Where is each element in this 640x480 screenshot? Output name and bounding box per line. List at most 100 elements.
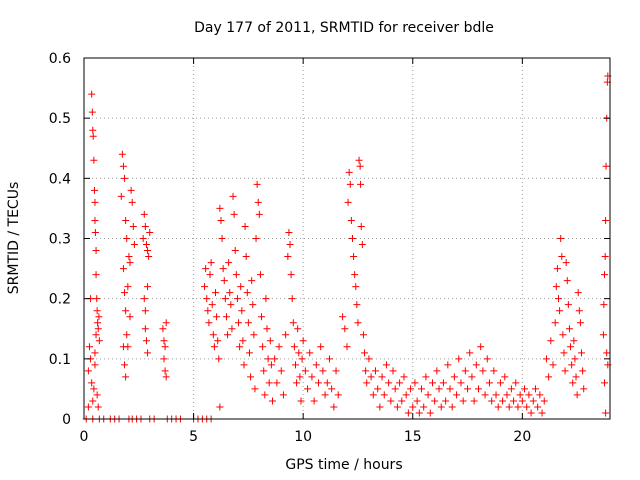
- data-point: [264, 355, 272, 363]
- data-point: [142, 241, 150, 249]
- data-point: [483, 355, 491, 363]
- data-point: [485, 379, 493, 387]
- data-point: [602, 409, 610, 417]
- data-point: [378, 373, 386, 381]
- data-point: [260, 367, 268, 375]
- data-point: [126, 313, 134, 321]
- data-point: [121, 361, 129, 369]
- data-point: [241, 222, 249, 230]
- data-point: [453, 391, 461, 399]
- data-point: [119, 162, 127, 170]
- data-point: [203, 295, 211, 303]
- data-point: [287, 271, 295, 279]
- data-point: [146, 228, 154, 236]
- data-point: [296, 373, 304, 381]
- data-point: [570, 337, 578, 345]
- data-point: [404, 409, 412, 417]
- data-point: [224, 331, 232, 339]
- data-point: [259, 343, 267, 351]
- axis-ticks: 0 5 10 15 20 0 0.1 0.2 0.3 0.4 0.5 0.6: [49, 51, 610, 445]
- data-point: [161, 343, 169, 351]
- data-point: [350, 253, 358, 261]
- data-point: [285, 228, 293, 236]
- data-point: [228, 325, 236, 333]
- data-point: [160, 355, 168, 363]
- data-point: [249, 301, 257, 309]
- data-point: [512, 379, 520, 387]
- data-point: [208, 301, 216, 309]
- data-point: [267, 361, 275, 369]
- data-point: [88, 379, 96, 387]
- data-point: [91, 349, 99, 357]
- data-point: [569, 379, 577, 387]
- data-point: [256, 271, 264, 279]
- data-point: [231, 247, 239, 255]
- x-tick-label: 5: [189, 429, 198, 445]
- data-point: [488, 397, 496, 405]
- data-point: [354, 319, 362, 327]
- data-point: [437, 403, 445, 411]
- data-point: [545, 373, 553, 381]
- data-point: [475, 385, 482, 393]
- data-point: [295, 349, 303, 357]
- data-point: [117, 192, 125, 200]
- data-point: [282, 331, 290, 339]
- data-point: [503, 391, 511, 399]
- data-point: [144, 247, 152, 255]
- data-point: [288, 295, 296, 303]
- data-point: [521, 385, 529, 393]
- data-point: [123, 331, 131, 339]
- data-point: [91, 186, 99, 194]
- data-point: [525, 391, 533, 399]
- data-point: [536, 391, 544, 399]
- x-tick-label: 15: [404, 429, 422, 445]
- data-point: [387, 397, 395, 405]
- data-point: [258, 313, 266, 321]
- data-point: [215, 355, 223, 363]
- data-point: [371, 367, 379, 375]
- y-tick-label: 0.1: [49, 352, 71, 368]
- data-point: [247, 373, 255, 381]
- data-point: [218, 235, 226, 242]
- data-point: [128, 198, 136, 206]
- data-point: [450, 373, 458, 381]
- data-point: [319, 367, 327, 375]
- data-point: [201, 283, 209, 291]
- y-tick-label: 0.3: [49, 232, 71, 248]
- data-point: [162, 319, 170, 327]
- data-point: [579, 367, 587, 375]
- data-point: [94, 403, 102, 411]
- data-point: [123, 235, 131, 242]
- data-point: [250, 331, 258, 339]
- data-point: [268, 397, 276, 405]
- data-point: [367, 373, 375, 381]
- data-point: [409, 403, 417, 411]
- data-point: [212, 289, 219, 297]
- data-point: [162, 373, 170, 381]
- data-point: [356, 162, 364, 170]
- data-point: [402, 391, 410, 399]
- data-point: [444, 361, 452, 369]
- data-point: [499, 397, 507, 405]
- data-point: [426, 409, 434, 417]
- data-point: [468, 373, 476, 381]
- y-tick-label: 0.2: [49, 292, 71, 308]
- data-point: [124, 343, 132, 351]
- data-point: [400, 373, 408, 381]
- data-point: [464, 385, 472, 393]
- data-point: [355, 156, 363, 164]
- data-point: [603, 349, 611, 357]
- data-point: [90, 385, 98, 393]
- data-point: [549, 361, 557, 369]
- data-point: [365, 355, 373, 363]
- x-tick-label: 0: [80, 429, 89, 445]
- data-point: [216, 204, 224, 212]
- data-point: [551, 319, 559, 327]
- data-point: [571, 355, 579, 363]
- data-point: [418, 385, 426, 393]
- data-point: [552, 283, 560, 291]
- data-point: [244, 319, 252, 327]
- data-point: [415, 409, 423, 417]
- data-point: [574, 289, 582, 297]
- data-point: [442, 397, 450, 405]
